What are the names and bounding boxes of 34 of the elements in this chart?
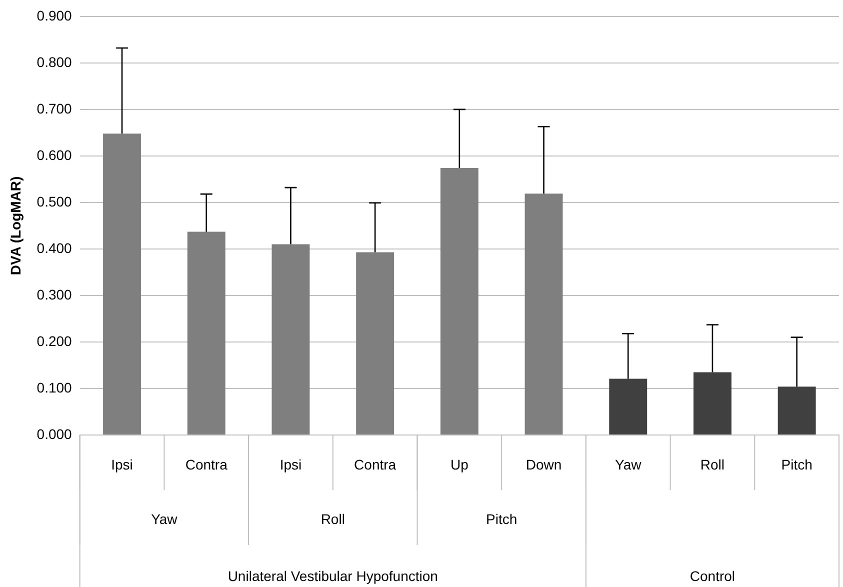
bar [272,244,310,434]
text: Control [690,568,736,584]
text: Pitch [486,510,518,527]
y-axis-title: DVA (LogMAR) [7,176,24,276]
text: Yaw [151,510,178,527]
bar [103,134,141,434]
y-tick-label: 0.300 [36,286,72,302]
x-tick-label: Pitch [781,456,812,472]
x-tick-label: Ipsi [280,456,302,472]
y-tick-label: 0.400 [36,240,72,256]
bar [524,194,563,434]
y-tick-label: 0.000 [36,426,72,442]
x-tick-label: Up [450,456,469,472]
text: Roll [320,510,345,527]
x-tick-label: Contra [354,456,396,472]
bar [778,386,816,434]
bar [187,232,226,434]
bar [693,372,732,434]
bar [440,168,478,434]
x-tick-label: Ipsi [111,456,133,472]
x-tick-label: Roll [700,456,725,472]
y-tick-label: 0.200 [36,332,72,349]
bar [356,252,394,434]
y-tick-label: 0.600 [36,146,72,163]
y-tick-label: 0.800 [36,54,72,70]
y-tick-label: 0.500 [36,193,72,210]
y-tick-label: 0.900 [36,7,72,24]
x-tick-label: Down [526,456,562,472]
text: Unilateral Vestibular Hypofunction [228,568,438,584]
y-tick-label: 0.700 [36,100,72,116]
x-tick-label: Contra [185,456,228,472]
y-tick-label: 0.100 [36,379,72,396]
x-tick-label: Yaw [615,456,642,472]
bar [609,378,648,434]
